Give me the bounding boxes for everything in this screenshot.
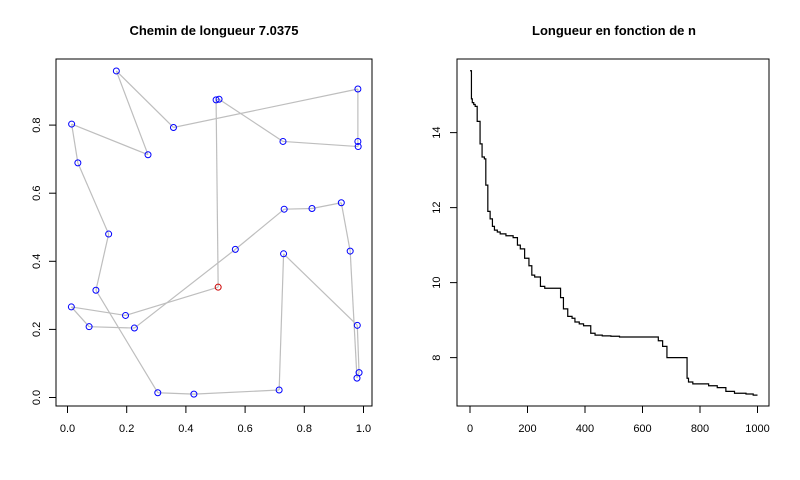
left-path-lines — [70, 70, 360, 395]
path-segment — [356, 325, 360, 373]
left-y-tick-label: 0.4 — [31, 254, 43, 269]
city-point — [280, 250, 288, 258]
city-point — [354, 85, 362, 93]
path-segment — [278, 253, 285, 391]
right-x-tick-label: 800 — [691, 423, 709, 435]
left-plot-frame — [55, 58, 373, 407]
path-segment — [193, 389, 280, 395]
right-y-tick-label: 14 — [431, 127, 443, 139]
path-segment — [215, 99, 219, 288]
right-x-tick-label: 1000 — [745, 423, 769, 435]
left-y-tick-label: 0.8 — [31, 117, 43, 132]
left-x-axis: 0.0 0.2 0.4 0.6 0.8 1.0 — [60, 405, 371, 435]
path-segment — [89, 326, 135, 329]
city-point — [68, 120, 76, 128]
city-point — [85, 323, 93, 331]
city-point — [215, 95, 223, 103]
right-x-tick-label: 0 — [467, 423, 473, 435]
path-segment — [134, 248, 236, 329]
left-x-tick-label: 0.8 — [297, 423, 312, 435]
left-x-tick-label: 0.2 — [119, 423, 134, 435]
path-segment — [173, 88, 358, 129]
left-y-tick-label: 0.6 — [31, 186, 43, 201]
start-point — [214, 283, 222, 291]
right-y-tick-label: 12 — [431, 202, 443, 214]
right-y-tick-label: 10 — [431, 277, 443, 289]
right-series-line — [470, 70, 758, 396]
left-chart: Chemin de longueur 7.0375 0.0 0.2 0.4 0.6 0.… — [31, 23, 373, 435]
left-x-tick-label: 0.4 — [178, 423, 193, 435]
path-segment — [284, 207, 313, 210]
left-points — [67, 67, 363, 398]
path-segment — [115, 70, 149, 155]
city-point — [144, 151, 152, 159]
city-point — [337, 199, 345, 207]
city-point — [346, 247, 354, 255]
left-y-tick-label: 0.2 — [31, 322, 43, 337]
city-point — [279, 137, 287, 145]
city-point — [308, 205, 316, 213]
city-point — [74, 159, 82, 167]
city-point — [67, 303, 75, 311]
city-point — [169, 123, 177, 131]
right-x-tick-label: 400 — [576, 423, 594, 435]
city-point — [112, 67, 120, 75]
right-y-axis: 8 10 12 14 — [431, 127, 458, 361]
city-point — [154, 389, 162, 397]
right-x-tick-label: 200 — [518, 423, 536, 435]
city-point — [353, 321, 361, 329]
length-series-line — [470, 70, 758, 396]
city-point — [355, 369, 363, 377]
path-segment — [311, 202, 342, 210]
path-segment — [71, 123, 79, 163]
left-x-tick-label: 0.0 — [60, 423, 75, 435]
city-point — [275, 386, 283, 394]
path-segment — [77, 162, 110, 235]
city-point — [280, 205, 288, 213]
path-segment — [283, 253, 358, 326]
path-segment — [218, 98, 284, 142]
left-x-tick-label: 1.0 — [356, 423, 371, 435]
path-segment — [70, 306, 90, 328]
right-chart-title: Longueur en fonction de n — [532, 23, 696, 38]
city-point — [354, 143, 362, 151]
city-point — [122, 311, 130, 319]
right-chart: Longueur en fonction de n 0 200 400 600 800 1… — [431, 23, 770, 435]
left-chart-title: Chemin de longueur 7.0375 — [129, 23, 298, 38]
city-point — [105, 230, 113, 238]
path-segment — [95, 233, 110, 291]
path-segment — [340, 202, 351, 252]
right-x-axis: 0 200 400 600 800 1000 — [467, 405, 770, 435]
city-point — [212, 96, 220, 104]
left-y-tick-label: 0.0 — [31, 390, 43, 405]
path-segment — [71, 123, 149, 156]
left-y-axis: 0.0 0.2 0.4 0.6 0.8 — [31, 117, 57, 405]
path-segment — [125, 286, 219, 317]
city-point — [354, 137, 362, 145]
city-point — [190, 390, 198, 398]
right-x-tick-label: 600 — [633, 423, 651, 435]
right-y-tick-label: 8 — [431, 355, 443, 361]
path-segment — [71, 306, 126, 317]
right-plot-frame — [456, 58, 770, 407]
path-segment — [282, 140, 359, 148]
path-segment — [349, 251, 358, 379]
path-segment — [95, 289, 159, 394]
city-point — [231, 245, 239, 253]
path-segment — [234, 208, 285, 250]
path-segment — [115, 70, 174, 128]
city-point — [130, 324, 138, 332]
city-point — [92, 286, 100, 294]
left-x-tick-label: 0.6 — [237, 423, 252, 435]
path-segment — [157, 392, 194, 395]
